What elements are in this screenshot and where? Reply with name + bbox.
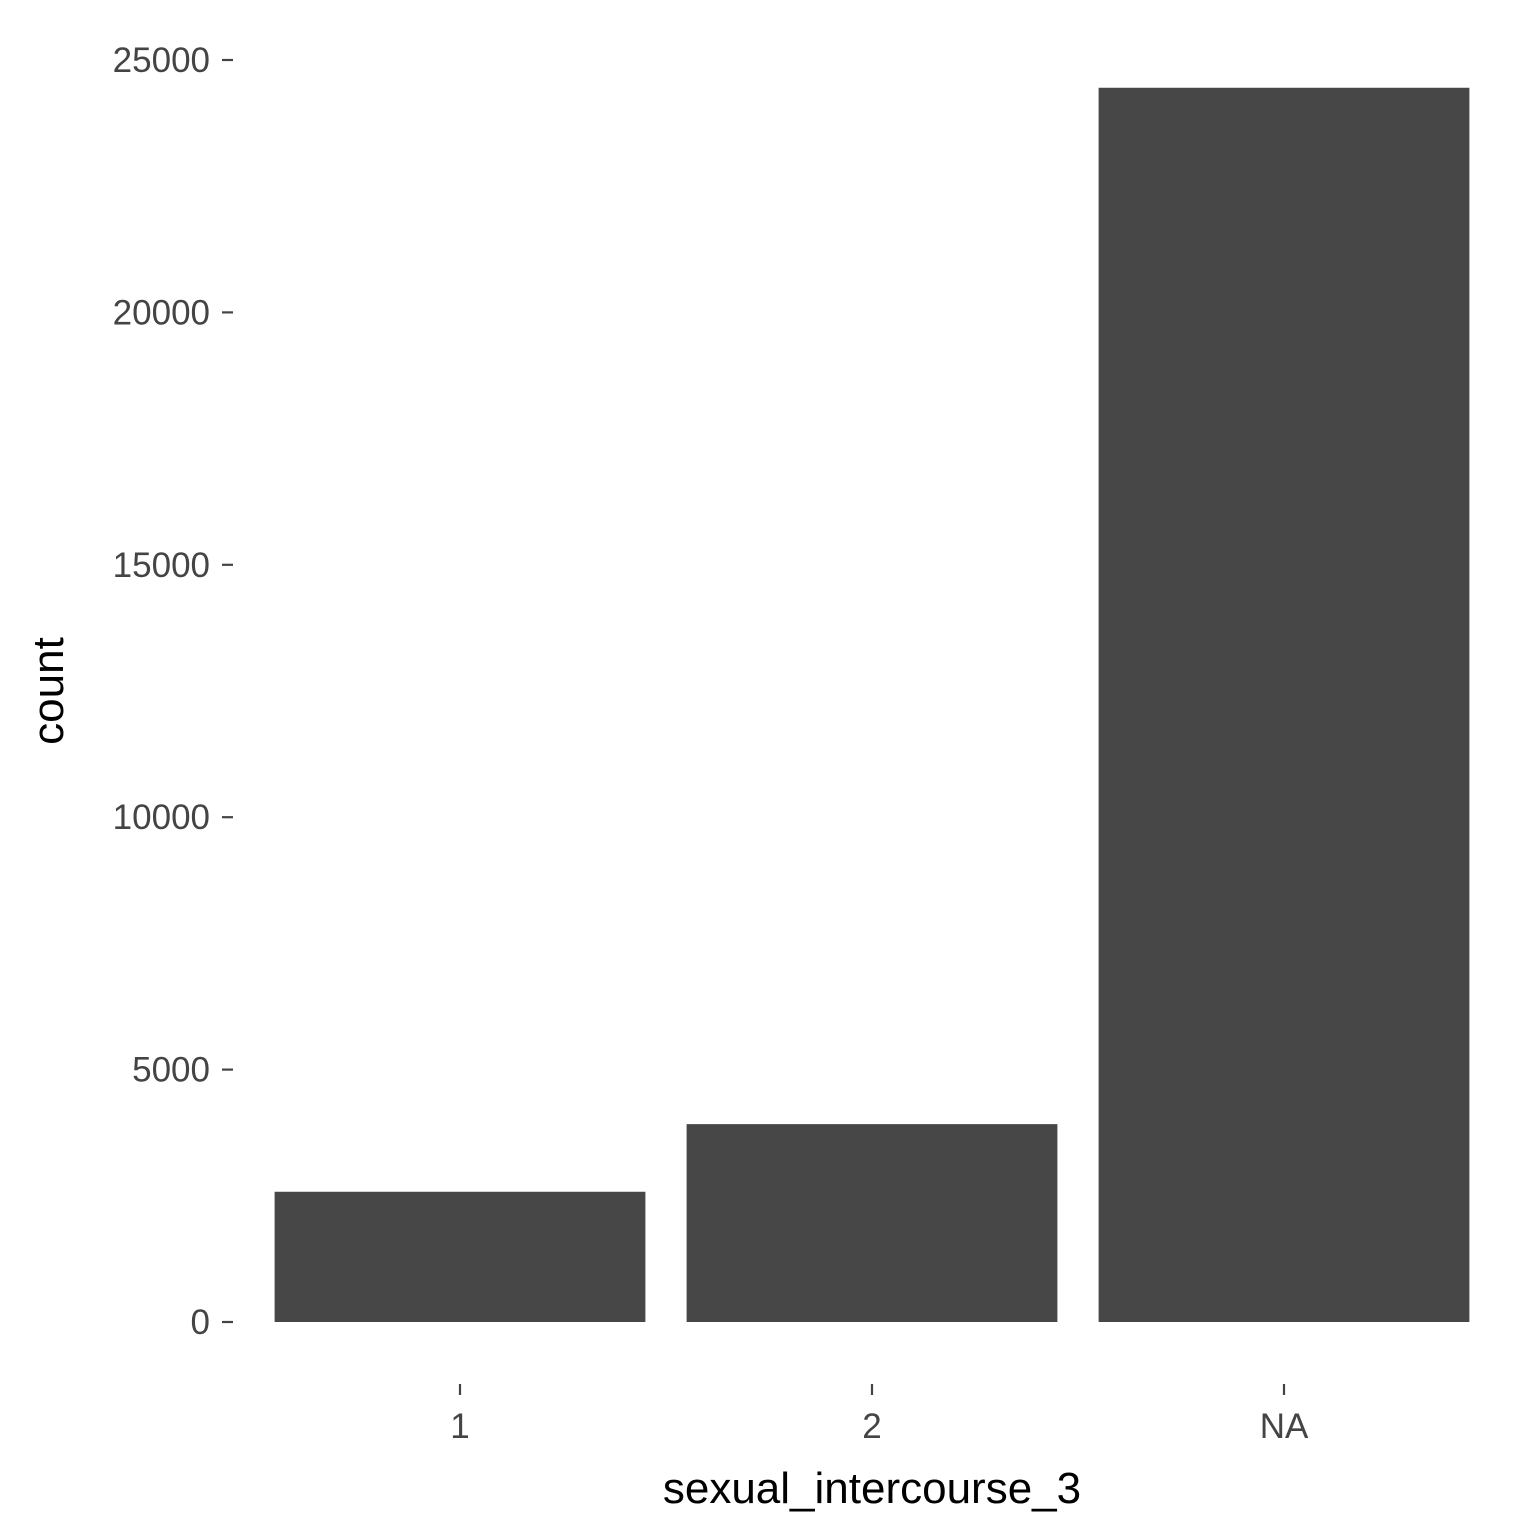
bar-NA — [1098, 87, 1470, 1322]
y-tick-label: 10000 — [113, 798, 210, 837]
y-tick-label: 0 — [191, 1303, 210, 1342]
bars — [274, 87, 1470, 1322]
y-tick-label: 25000 — [113, 41, 210, 80]
bar-2 — [686, 1124, 1058, 1322]
y-tick-label: 5000 — [132, 1051, 210, 1090]
x-axis-title: sexual_intercourse_3 — [663, 1464, 1081, 1513]
x-tick-label: NA — [1260, 1407, 1309, 1446]
y-axis-title: count — [24, 637, 73, 745]
y-axis: 0 5000 10000 15000 20000 25000 — [113, 41, 233, 1342]
y-tick-label: 20000 — [113, 293, 210, 332]
x-tick-label: 2 — [862, 1407, 881, 1446]
x-tick-label: 1 — [450, 1407, 469, 1446]
x-axis: 1 2 NA — [450, 1384, 1309, 1446]
bar-1 — [274, 1191, 646, 1322]
y-tick-label: 15000 — [113, 546, 210, 585]
